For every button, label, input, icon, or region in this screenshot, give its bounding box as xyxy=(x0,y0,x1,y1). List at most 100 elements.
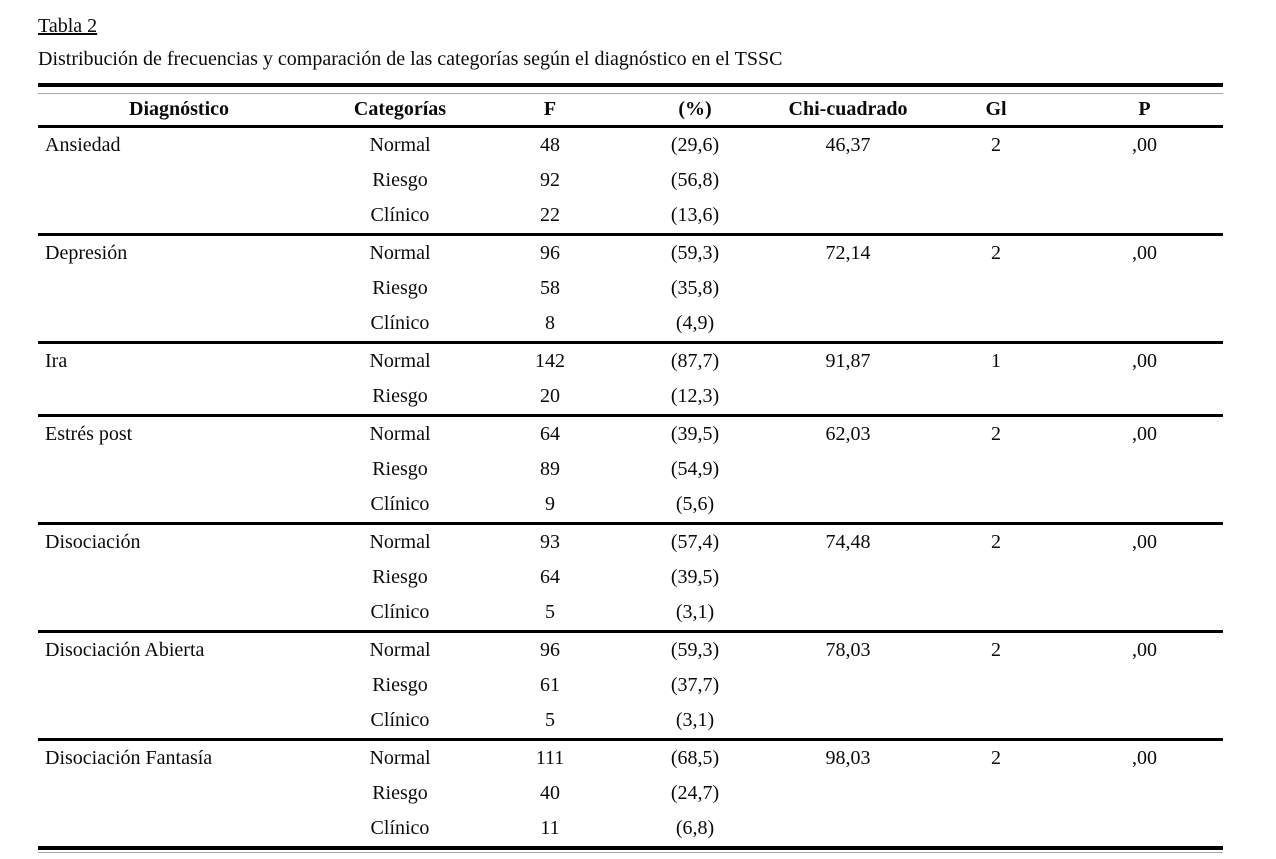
f-cell: 64 xyxy=(540,423,560,445)
pct-cell: (87,7) xyxy=(670,350,720,372)
gl-cell: 2 xyxy=(991,423,1001,445)
table-row: Clínico 9 (5,6) xyxy=(38,487,1223,524)
categoria-cell: Riesgo xyxy=(372,566,428,588)
diagnostico-cell xyxy=(38,560,320,595)
chi-cell xyxy=(770,595,926,632)
diagnostico-cell: Ira xyxy=(45,350,68,372)
pct-cell: (5,6) xyxy=(675,493,715,515)
diagnostico-cell xyxy=(38,306,320,343)
chi-cell xyxy=(770,163,926,198)
table-row: Clínico 22 (13,6) xyxy=(38,198,1223,235)
diagnostico-cell xyxy=(38,452,320,487)
gl-cell xyxy=(926,487,1066,524)
categoria-cell: Normal xyxy=(369,423,431,445)
p-cell: ,00 xyxy=(1132,242,1157,264)
f-cell: 58 xyxy=(540,277,560,299)
p-cell xyxy=(1066,595,1223,632)
diagnostico-cell xyxy=(38,198,320,235)
chi-cell xyxy=(770,487,926,524)
table-label: Tabla 2 xyxy=(38,15,98,37)
table-row: Depresión Normal 96 (59,3) 72,14 2 ,00 xyxy=(38,234,1223,272)
column-header-pct: (%) xyxy=(678,98,712,120)
f-cell: 40 xyxy=(540,782,560,804)
diagnostico-cell: Disociación xyxy=(45,531,141,553)
f-cell: 5 xyxy=(545,709,555,731)
pct-cell: (37,7) xyxy=(670,674,720,696)
f-cell: 22 xyxy=(540,204,560,226)
p-cell: ,00 xyxy=(1132,639,1157,661)
chi-cell: 62,03 xyxy=(825,423,871,445)
table-row: Clínico 5 (3,1) xyxy=(38,703,1223,740)
p-cell: ,00 xyxy=(1132,350,1157,372)
diagnostico-cell: Ansiedad xyxy=(45,134,121,156)
column-header-chi-cuadrado: Chi-cuadrado xyxy=(788,98,908,120)
pct-cell: (39,5) xyxy=(670,566,720,588)
diagnostico-cell: Disociación Fantasía xyxy=(45,747,213,769)
gl-cell xyxy=(926,271,1066,306)
f-cell: 142 xyxy=(535,350,565,372)
categoria-cell: Clínico xyxy=(370,493,430,515)
frequency-table: Diagnóstico Categorías F (%) Chi-cuadrad… xyxy=(38,94,1223,846)
pct-cell: (39,5) xyxy=(670,423,720,445)
table-row: Ira Normal 142 (87,7) 91,87 1 ,00 xyxy=(38,342,1223,380)
categoria-cell: Clínico xyxy=(370,709,430,731)
table-top-rule xyxy=(38,83,1223,94)
top-rule-thin xyxy=(38,93,1223,94)
chi-cell xyxy=(770,776,926,811)
p-cell xyxy=(1066,776,1223,811)
frequency-table-container: Diagnóstico Categorías F (%) Chi-cuadrad… xyxy=(38,83,1223,853)
table-row: Clínico 5 (3,1) xyxy=(38,595,1223,632)
gl-cell xyxy=(926,198,1066,235)
chi-cell: 98,03 xyxy=(825,747,871,769)
p-cell xyxy=(1066,560,1223,595)
categoria-cell: Riesgo xyxy=(372,674,428,696)
gl-cell xyxy=(926,668,1066,703)
f-cell: 96 xyxy=(540,242,560,264)
diagnostico-cell xyxy=(38,379,320,416)
gl-cell xyxy=(926,703,1066,740)
categoria-cell: Riesgo xyxy=(372,169,428,191)
pct-cell: (6,8) xyxy=(675,817,715,839)
pct-cell: (3,1) xyxy=(675,709,715,731)
pct-cell: (12,3) xyxy=(670,385,720,407)
categoria-cell: Normal xyxy=(369,531,431,553)
table-row: Riesgo 92 (56,8) xyxy=(38,163,1223,198)
categoria-cell: Normal xyxy=(369,639,431,661)
p-cell xyxy=(1066,703,1223,740)
categoria-cell: Normal xyxy=(369,134,431,156)
f-cell: 11 xyxy=(540,817,560,839)
categoria-cell: Normal xyxy=(369,350,431,372)
table-body: Ansiedad Normal 48 (29,6) 46,37 2 ,00 Ri… xyxy=(38,126,1223,847)
table-row: Ansiedad Normal 48 (29,6) 46,37 2 ,00 xyxy=(38,126,1223,164)
f-cell: 5 xyxy=(545,601,555,623)
diagnostico-cell: Estrés post xyxy=(45,423,133,445)
gl-cell xyxy=(926,560,1066,595)
gl-cell: 1 xyxy=(991,350,1001,372)
diagnostico-cell xyxy=(38,163,320,198)
p-cell xyxy=(1066,452,1223,487)
pct-cell: (56,8) xyxy=(670,169,720,191)
table-bottom-rule xyxy=(38,846,1223,853)
f-cell: 9 xyxy=(545,493,555,515)
f-cell: 93 xyxy=(540,531,560,553)
column-header-diagnostico: Diagnóstico xyxy=(129,98,229,120)
table-row: Riesgo 89 (54,9) xyxy=(38,452,1223,487)
gl-cell xyxy=(926,306,1066,343)
table-row: Riesgo 40 (24,7) xyxy=(38,776,1223,811)
p-cell xyxy=(1066,163,1223,198)
table-row: Clínico 8 (4,9) xyxy=(38,306,1223,343)
diagnostico-cell xyxy=(38,811,320,846)
categoria-cell: Normal xyxy=(369,747,431,769)
pct-cell: (57,4) xyxy=(670,531,720,553)
gl-cell: 2 xyxy=(991,531,1001,553)
chi-cell xyxy=(770,452,926,487)
categoria-cell: Clínico xyxy=(370,817,430,839)
chi-cell xyxy=(770,271,926,306)
table-header: Diagnóstico Categorías F (%) Chi-cuadrad… xyxy=(38,94,1223,127)
chi-cell: 91,87 xyxy=(825,350,871,372)
bottom-rule-thick xyxy=(38,846,1223,850)
pct-cell: (29,6) xyxy=(670,134,720,156)
chi-cell: 78,03 xyxy=(825,639,871,661)
p-cell xyxy=(1066,487,1223,524)
